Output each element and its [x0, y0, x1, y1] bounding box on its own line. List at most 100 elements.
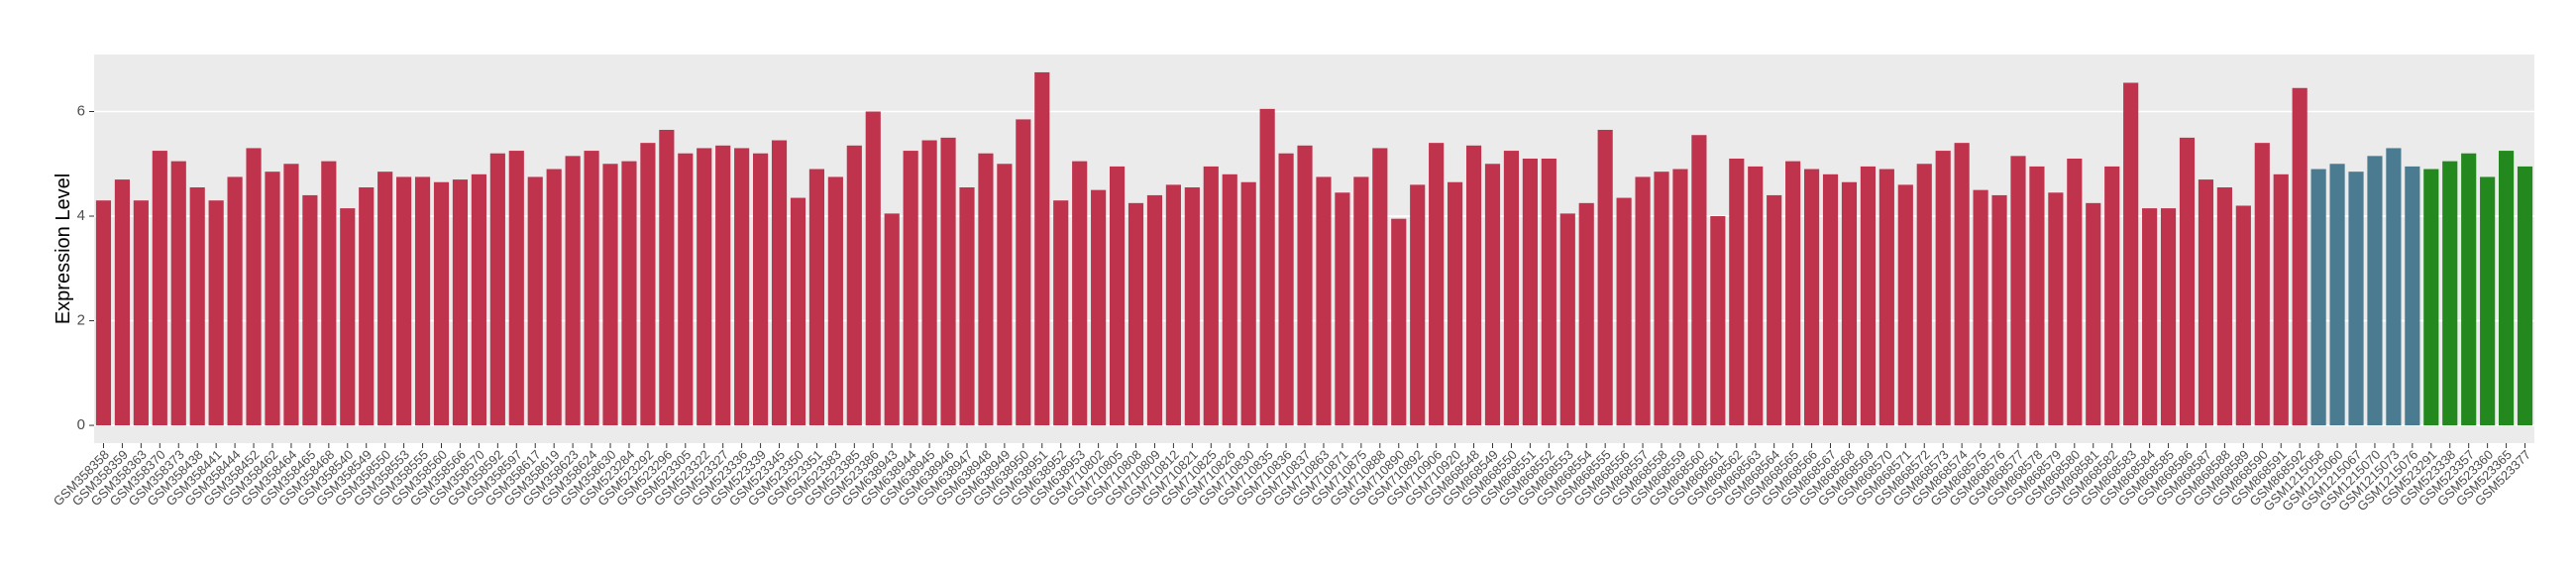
- bar: [1372, 148, 1388, 426]
- bar: [114, 179, 130, 426]
- bar: [152, 151, 167, 426]
- bar: [2179, 137, 2196, 426]
- bar: [697, 148, 712, 426]
- y-tick-label: 2: [77, 312, 85, 329]
- bar: [2517, 166, 2533, 426]
- bar: [1897, 184, 1913, 426]
- bar: [340, 208, 356, 426]
- bar: [133, 200, 149, 426]
- bar: [1240, 181, 1256, 426]
- bar: [1654, 172, 1669, 426]
- bar: [2386, 148, 2402, 426]
- y-tick-label: 6: [77, 102, 85, 119]
- bar: [377, 172, 393, 426]
- bar: [2423, 169, 2439, 426]
- bar: [1729, 158, 1745, 426]
- bar: [978, 153, 994, 426]
- bar: [2442, 161, 2458, 426]
- bar: [1503, 151, 1520, 426]
- y-tick-label: 4: [77, 207, 85, 224]
- bar: [2367, 156, 2383, 426]
- bar: [1672, 169, 1688, 426]
- bar: [2499, 151, 2515, 426]
- bar: [903, 151, 918, 426]
- bar: [1822, 173, 1839, 426]
- bar: [1878, 169, 1894, 426]
- bar: [1973, 189, 1988, 426]
- bar: [1072, 161, 1088, 426]
- bar: [884, 213, 900, 426]
- bar: [2348, 172, 2364, 426]
- bar: [1146, 194, 1163, 426]
- bar: [302, 194, 318, 426]
- bar: [1053, 200, 1069, 426]
- bar: [1803, 169, 1820, 426]
- bar: [959, 187, 975, 426]
- bar: [584, 151, 599, 426]
- bar: [1860, 166, 1876, 426]
- bar: [2142, 208, 2158, 426]
- bar: [1278, 153, 1294, 426]
- bar: [1410, 184, 1426, 426]
- bar: [1748, 166, 1764, 426]
- bar: [2480, 176, 2496, 426]
- bar: [1109, 166, 1126, 426]
- bar: [1465, 145, 1482, 426]
- bar: [1429, 143, 1445, 426]
- bar: [1597, 129, 1613, 426]
- bar: [1127, 202, 1144, 426]
- bar: [1635, 176, 1651, 426]
- bar: [283, 164, 299, 426]
- bar: [2198, 179, 2214, 426]
- bar: [1184, 187, 1200, 426]
- bar: [1316, 176, 1332, 426]
- bar: [1222, 173, 1237, 426]
- bar: [1841, 181, 1858, 426]
- bar: [1391, 218, 1407, 426]
- bar: [1259, 108, 1275, 426]
- bar: [2086, 202, 2101, 426]
- bar: [1448, 181, 1463, 426]
- bar: [1016, 119, 1031, 426]
- bar: [208, 200, 224, 426]
- bar: [1616, 197, 1632, 426]
- bar: [865, 111, 881, 426]
- bar: [1916, 164, 1932, 426]
- bar: [2329, 164, 2345, 426]
- bar: [227, 176, 243, 426]
- bar: [997, 164, 1013, 426]
- bar: [1484, 164, 1501, 426]
- bar: [527, 176, 543, 426]
- bar: [808, 169, 825, 426]
- bar: [753, 153, 769, 426]
- y-tick-label: 0: [77, 416, 85, 433]
- bar: [1522, 158, 1538, 426]
- bar: [659, 129, 675, 426]
- bar: [1203, 166, 1219, 426]
- bar: [2292, 87, 2308, 426]
- bar: [246, 148, 262, 426]
- bar: [1935, 151, 1951, 426]
- bar: [396, 176, 412, 426]
- bar: [621, 161, 637, 426]
- bar: [715, 145, 731, 426]
- bar: [321, 161, 337, 426]
- bar: [189, 187, 205, 426]
- bar: [1785, 161, 1801, 426]
- bar: [1541, 158, 1556, 426]
- bar: [2104, 166, 2120, 426]
- bar: [2029, 166, 2045, 426]
- bar: [508, 151, 524, 426]
- bar: [489, 153, 505, 426]
- bar: [2010, 156, 2026, 426]
- bar: [1991, 194, 2007, 426]
- bar: [1297, 145, 1313, 426]
- bar: [2067, 158, 2083, 426]
- bar: [170, 161, 186, 426]
- bar: [1691, 135, 1707, 426]
- bar: [921, 140, 937, 426]
- bar: [1578, 202, 1594, 426]
- bar: [1091, 189, 1107, 426]
- bar: [414, 176, 431, 426]
